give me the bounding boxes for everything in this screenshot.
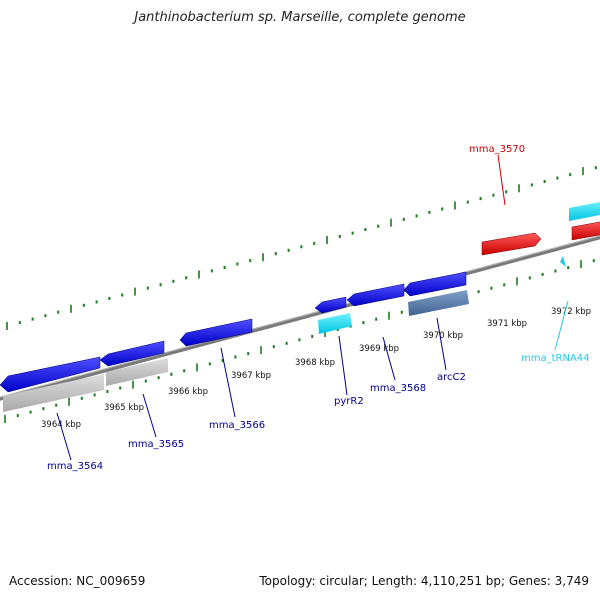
gene-feature-mma-3565-copy [106, 358, 168, 386]
leader-mma-3570 [497, 154, 506, 206]
leader-mma-3566 [220, 347, 236, 418]
accession-text: Accession: NC_009659 [9, 574, 146, 588]
label-mma-3565[interactable]: mma_3565 [128, 439, 184, 450]
gene-feature-mma-3570[interactable] [481, 232, 542, 256]
gene-feature-mma-3571[interactable] [571, 221, 600, 241]
leader-mma-tRNA44 [554, 300, 569, 351]
gene-feature-pyrR2-rna [318, 313, 352, 334]
map-title: Janthinobacterium sp. Marseille, complet… [134, 10, 466, 25]
gene-feature-mma-tRNA44[interactable] [560, 256, 566, 267]
lower-tick-row [4, 259, 595, 423]
label-mma-3570[interactable]: mma_3570 [469, 144, 525, 155]
kbp-label-3972: 3972 kbp [551, 307, 591, 317]
gene-feature-pyrR2[interactable] [314, 296, 347, 314]
kbp-label-3971: 3971 kbp [487, 319, 527, 329]
gene-feature-mma-3564[interactable] [0, 356, 101, 393]
gene-feature-mma-3568[interactable] [346, 283, 405, 307]
leader-arcC2 [436, 317, 447, 371]
kbp-label-3969: 3969 kbp [359, 344, 399, 354]
genome-backbone-highlight [0, 235, 600, 398]
kbp-label-3970: 3970 kbp [423, 331, 463, 341]
label-mma-3564[interactable]: mma_3564 [47, 461, 103, 472]
leader-mma-3564 [56, 412, 72, 461]
label-mma-tRNA44[interactable]: mma_tRNA44 [521, 353, 590, 364]
leader-pyrR2 [338, 335, 348, 396]
leader-mma-3565 [142, 393, 157, 438]
label-mma-3568[interactable]: mma_3568 [370, 383, 426, 394]
gene-feature-mma-3565[interactable] [99, 340, 165, 367]
kbp-label-3965: 3965 kbp [104, 403, 144, 413]
upper-tick-row [6, 166, 597, 330]
topology-text: Topology: circular; Length: 4,110,251 bp… [259, 574, 589, 588]
kbp-label-3966: 3966 kbp [168, 387, 208, 397]
leader-mma-3568 [382, 336, 396, 381]
label-mma-3566[interactable]: mma_3566 [209, 420, 265, 431]
label-pyrR2[interactable]: pyrR2 [334, 396, 364, 407]
genome-backbone [0, 235, 600, 401]
gene-feature-mma-3571-rna [569, 201, 600, 221]
kbp-label-3967: 3967 kbp [231, 371, 271, 381]
gene-feature-arcC2-product [408, 290, 469, 316]
gene-feature-mma-3566[interactable] [179, 318, 253, 347]
gene-feature-arcC2[interactable] [403, 271, 467, 297]
gene-feature-mma-3564-copy [3, 374, 104, 412]
label-arcC2[interactable]: arcC2 [437, 372, 466, 383]
kbp-label-3968: 3968 kbp [295, 358, 335, 368]
